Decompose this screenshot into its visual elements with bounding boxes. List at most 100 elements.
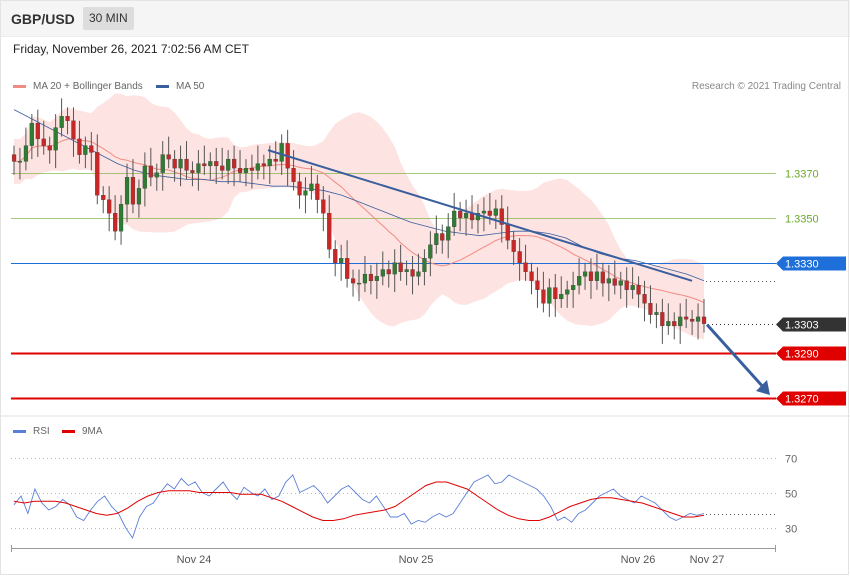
candle-body bbox=[148, 165, 153, 178]
candle-body bbox=[333, 249, 338, 263]
x-tick-label: Nov 26 bbox=[621, 554, 656, 566]
candle-body bbox=[113, 213, 118, 232]
candle-body bbox=[571, 285, 576, 290]
ma20-line bbox=[14, 138, 705, 304]
candle-body bbox=[71, 120, 76, 139]
candle-body bbox=[362, 273, 368, 284]
candle-body bbox=[261, 163, 266, 167]
candle-body bbox=[202, 163, 207, 167]
candle-body bbox=[17, 161, 23, 163]
timeframe-button[interactable]: 30 MIN bbox=[83, 7, 134, 30]
candle-body bbox=[118, 204, 124, 232]
candle-body bbox=[95, 152, 100, 196]
last-price-label: 1.3303 bbox=[785, 320, 819, 332]
candle-body bbox=[440, 233, 445, 241]
candle-body bbox=[606, 278, 611, 284]
candle-body bbox=[636, 285, 641, 295]
candle-body bbox=[630, 285, 635, 290]
candle-body bbox=[255, 163, 260, 171]
candle-body bbox=[249, 168, 255, 171]
candle-body bbox=[172, 158, 177, 169]
candle-body bbox=[166, 154, 171, 160]
x-axis: Nov 24 Nov 25 Nov 26 Nov 27 bbox=[11, 545, 776, 566]
candle-body bbox=[547, 287, 552, 304]
legend-label-9ma: 9MA bbox=[82, 426, 103, 437]
legend-label-rsi: RSI bbox=[33, 426, 50, 437]
resistance-label: 1.3370 bbox=[785, 169, 819, 181]
candle-body bbox=[428, 244, 433, 259]
candle-body bbox=[654, 312, 659, 315]
legend-ma20-bollinger: MA 20 + Bollinger Bands bbox=[13, 81, 143, 92]
candle-body bbox=[345, 258, 350, 279]
candle-body bbox=[582, 271, 588, 277]
candle-body bbox=[53, 127, 58, 151]
candle-body bbox=[124, 177, 130, 205]
bollinger-band-fill bbox=[14, 93, 704, 340]
candle-body bbox=[648, 303, 653, 315]
legend-label-ma20: MA 20 + Bollinger Bands bbox=[33, 81, 143, 92]
candle-body bbox=[315, 183, 320, 200]
candle-body bbox=[279, 143, 284, 162]
candle-body bbox=[309, 183, 314, 191]
candle-body bbox=[160, 154, 165, 173]
candle-body bbox=[475, 213, 481, 221]
candle-body bbox=[487, 210, 492, 216]
candle-body bbox=[559, 294, 564, 299]
candle-body bbox=[541, 289, 546, 304]
support-badge bbox=[776, 391, 846, 406]
candle-body bbox=[23, 145, 29, 162]
candle-body bbox=[678, 316, 683, 327]
resistance-trendline bbox=[267, 149, 693, 282]
candle-body bbox=[273, 158, 278, 162]
legend-swatch-ma20 bbox=[13, 85, 26, 88]
candle-body bbox=[327, 213, 332, 250]
candle-body bbox=[142, 165, 147, 189]
support-label: 1.3270 bbox=[785, 394, 819, 406]
candle-body bbox=[35, 122, 40, 140]
candle-body bbox=[493, 208, 498, 216]
candle-body bbox=[178, 158, 183, 169]
rsi-tick-label: 30 bbox=[785, 524, 797, 536]
candle-body bbox=[642, 294, 647, 304]
candle-body bbox=[89, 145, 94, 153]
candle-body bbox=[481, 210, 487, 214]
candle-body bbox=[511, 240, 516, 252]
candle-body bbox=[446, 226, 451, 241]
candle-body bbox=[701, 316, 707, 324]
candle-body bbox=[196, 163, 201, 173]
candle-body bbox=[404, 269, 409, 272]
candle-body bbox=[458, 210, 463, 218]
support-label: 1.3290 bbox=[785, 349, 819, 361]
candle-body bbox=[505, 224, 510, 241]
rsi-line bbox=[13, 474, 705, 540]
legend-ma50: MA 50 bbox=[156, 81, 204, 92]
candle-body bbox=[184, 158, 189, 171]
pivot-label: 1.3330 bbox=[785, 259, 819, 271]
candle-body bbox=[672, 321, 677, 327]
trend-annotations bbox=[267, 149, 770, 395]
bollinger-band bbox=[14, 93, 704, 340]
candle-body bbox=[386, 269, 391, 275]
candle-body bbox=[553, 287, 558, 300]
legend-rsi: RSI bbox=[13, 426, 50, 437]
x-tick-label: Nov 27 bbox=[690, 554, 725, 566]
candle-body bbox=[368, 273, 374, 282]
candle-body bbox=[47, 145, 52, 151]
candle-body bbox=[65, 116, 70, 121]
candle-body bbox=[374, 276, 379, 281]
credit-text: Research © 2021 Trading Central bbox=[691, 81, 841, 92]
candle-body bbox=[565, 289, 570, 295]
header-bar: GBP/USD 30 MIN bbox=[0, 0, 850, 37]
candle-body bbox=[190, 170, 195, 173]
candle-body bbox=[237, 168, 243, 173]
candle-body bbox=[392, 262, 397, 275]
candle-body bbox=[356, 282, 362, 285]
candle-body bbox=[666, 321, 671, 327]
legend-label-ma50: MA 50 bbox=[176, 81, 205, 92]
rsi-grid: 70 50 30 bbox=[11, 454, 797, 536]
rsi-lines bbox=[13, 474, 776, 540]
candle-body bbox=[267, 158, 272, 167]
pivot-badge bbox=[776, 256, 846, 271]
price-levels: 1.3370 1.3350 1.3330 1.3303 1.3290 1.3270 bbox=[11, 169, 846, 406]
